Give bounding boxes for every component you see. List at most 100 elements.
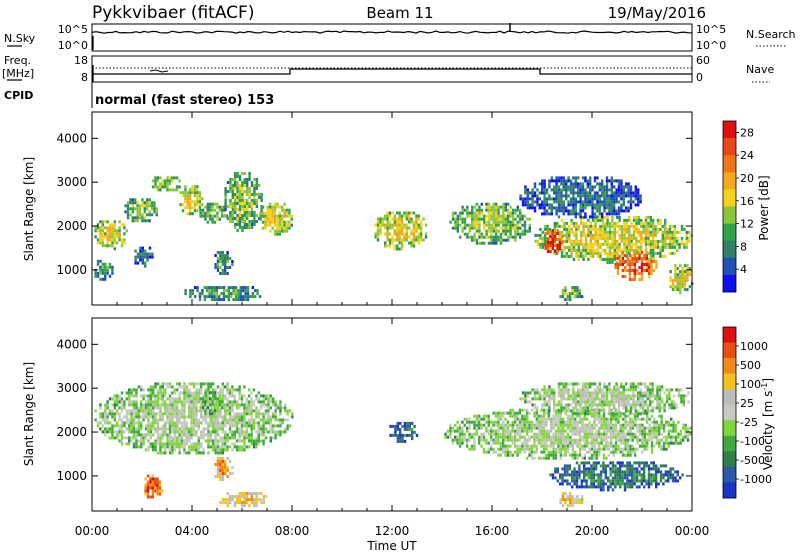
- velocity-echo-cell: [226, 448, 228, 451]
- velocity-echo-cell: [586, 430, 588, 433]
- velocity-echo-cell: [596, 415, 598, 418]
- power-echo-cell: [596, 182, 598, 185]
- power-echo-cell: [211, 221, 213, 224]
- power-echo-cell: [635, 237, 637, 240]
- power-echo-cell: [391, 236, 393, 239]
- power-echo-cell: [114, 220, 116, 223]
- velocity-echo-cell: [579, 439, 581, 442]
- velocity-echo-cell: [109, 436, 111, 439]
- velocity-echo-cell: [116, 433, 118, 436]
- velocity-echo-cell: [646, 442, 648, 445]
- power-echo-cell: [244, 178, 246, 181]
- power-echo-cell: [674, 240, 676, 243]
- power-echo-cell: [495, 242, 497, 245]
- velocity-echo-cell: [502, 436, 504, 439]
- power-echo-cell: [527, 203, 529, 206]
- velocity-echo-cell: [222, 388, 224, 391]
- power-echo-cell: [137, 262, 139, 265]
- power-echo-cell: [676, 243, 678, 246]
- velocity-echo-cell: [488, 424, 490, 427]
- power-echo-cell: [102, 223, 104, 226]
- velocity-echo-cell: [550, 418, 552, 421]
- velocity-echo-cell: [135, 415, 137, 418]
- velocity-echo-cell: [399, 431, 401, 434]
- velocity-echo-cell: [214, 409, 216, 412]
- power-echo-cell: [633, 225, 635, 228]
- velocity-echo-cell: [258, 492, 260, 495]
- power-echo-cell: [262, 206, 264, 209]
- velocity-echo-cell: [162, 394, 164, 397]
- power-echo-cell: [657, 228, 659, 231]
- velocity-echo-cell: [404, 428, 406, 431]
- power-echo-cell: [608, 194, 610, 197]
- power-echo-cell: [613, 179, 615, 182]
- power-echo-cell: [669, 237, 671, 240]
- power-echo-cell: [659, 249, 661, 252]
- velocity-echo-cell: [519, 445, 521, 448]
- power-echo-cell: [99, 229, 101, 232]
- power-echo-cell: [184, 200, 186, 203]
- power-echo-cell: [476, 227, 478, 230]
- power-echo-cell: [608, 203, 610, 206]
- velocity-echo-cell: [605, 424, 607, 427]
- power-echo-cell: [398, 224, 400, 227]
- velocity-echo-cell: [279, 412, 281, 415]
- velocity-echo-cell: [255, 442, 257, 445]
- velocity-echo-cell: [531, 454, 533, 457]
- velocity-echo-cell: [195, 397, 197, 400]
- velocity-echo-cell: [632, 436, 634, 439]
- velocity-echo-cell: [641, 433, 643, 436]
- velocity-echo-cell: [222, 451, 224, 454]
- velocity-echo-cell: [145, 436, 147, 439]
- velocity-echo-cell: [267, 397, 269, 400]
- power-echo-cell: [488, 206, 490, 209]
- velocity-echo-cell: [212, 448, 214, 451]
- power-echo-cell: [672, 279, 674, 282]
- power-echo-cell: [106, 229, 108, 232]
- power-echo-cell: [594, 234, 596, 237]
- power-echo-cell: [592, 228, 594, 231]
- velocity-echo-cell: [488, 430, 490, 433]
- velocity-echo-cell: [656, 439, 658, 442]
- velocity-echo-cell: [195, 400, 197, 403]
- power-echo-cell: [645, 234, 647, 237]
- power-echo-cell: [146, 213, 148, 216]
- power-echo-cell: [679, 288, 681, 291]
- power-echo-cell: [386, 212, 388, 215]
- power-echo-cell: [591, 197, 593, 200]
- power-echo-cell: [251, 214, 253, 217]
- power-echo-cell: [398, 233, 400, 236]
- velocity-echo-cell: [641, 418, 643, 421]
- velocity-echo-cell: [641, 439, 643, 442]
- velocity-echo-cell: [612, 427, 614, 430]
- power-echo-cell: [377, 221, 379, 224]
- power-echo-cell: [237, 292, 239, 295]
- velocity-echo-cell: [591, 433, 593, 436]
- power-echo-cell: [211, 206, 213, 209]
- velocity-echo-cell: [562, 430, 564, 433]
- velocity-echo-cell: [512, 424, 514, 427]
- power-echo-cell: [567, 188, 569, 191]
- velocity-echo-cell: [238, 427, 240, 430]
- power-echo-cell: [592, 237, 594, 240]
- velocity-echo-cell: [157, 436, 159, 439]
- velocity-echo-cell: [195, 424, 197, 427]
- power-echo-cell: [394, 230, 396, 233]
- velocity-echo-cell: [399, 428, 401, 431]
- velocity-echo-cell: [152, 487, 154, 490]
- power-echo-cell: [134, 201, 136, 204]
- power-echo-cell: [620, 188, 622, 191]
- power-echo-cell: [617, 266, 619, 269]
- velocity-echo-cell: [133, 388, 135, 391]
- power-echo-cell: [485, 203, 487, 206]
- power-echo-cell: [634, 278, 636, 281]
- power-echo-cell: [616, 249, 618, 252]
- power-echo-cell: [182, 209, 184, 212]
- power-echo-cell: [553, 179, 555, 182]
- power-echo-cell: [611, 246, 613, 249]
- velocity-echo-cell: [608, 418, 610, 421]
- power-echo-cell: [246, 202, 248, 205]
- velocity-echo-cell: [229, 403, 231, 406]
- velocity-echo-cell: [147, 415, 149, 418]
- velocity-echo-cell: [497, 454, 499, 457]
